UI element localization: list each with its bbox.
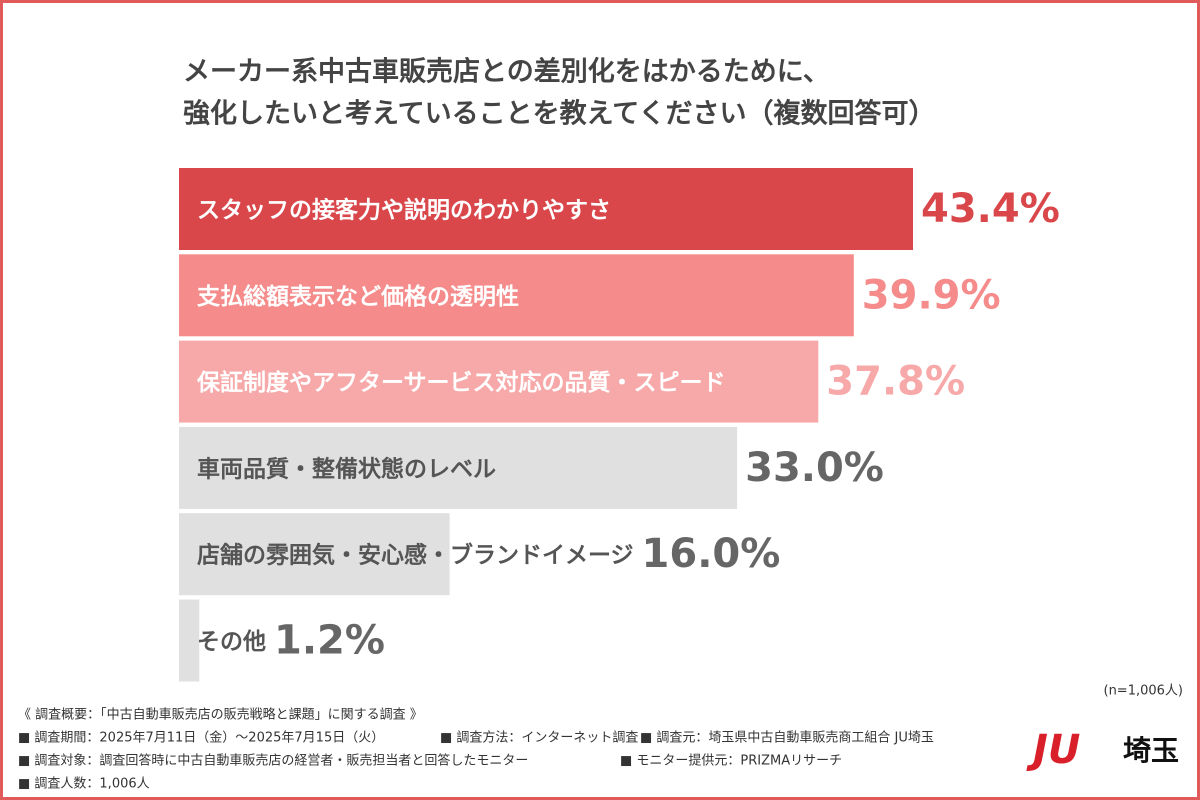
chart-title: メーカー系中古車販売店との差別化をはかるために、 xyxy=(183,56,830,88)
sample-note: (n=1,006人) xyxy=(1104,684,1184,699)
logo-mark: JU xyxy=(1026,727,1080,773)
note-heading: 《 調査概要：「中古自動車販売店の販売戦略と課題」に関する調査 》 xyxy=(18,707,423,723)
value-label: 37.8% xyxy=(826,359,965,405)
value-label: 43.4% xyxy=(921,186,1060,232)
logo-text: 埼玉 xyxy=(1123,734,1179,767)
value-label: 16.0% xyxy=(642,531,781,577)
note-item: ■ 調査対象：調査回答時に中古自動車販売店の経営者・販売担当者と回答したモニター xyxy=(18,753,528,769)
bar xyxy=(179,168,913,250)
category-label: 保証制度やアフターサービス対応の品質・スピード xyxy=(196,369,726,396)
bar xyxy=(179,426,738,509)
category-label: 支払総額表示など価格の透明性 xyxy=(196,283,519,310)
note-item: ■ 調査方法：インターネット調査 xyxy=(440,730,638,746)
bar xyxy=(179,513,450,596)
category-label: その他 xyxy=(197,629,266,655)
chart: メーカー系中古車販売店との差別化をはかるために、 強化したいと考えていることを教… xyxy=(18,56,1184,792)
value-label: 1.2% xyxy=(274,618,385,664)
value-label: 39.9% xyxy=(862,272,1001,318)
note-item: ■ 調査人数：1,006人 xyxy=(18,777,150,792)
note-item: ■ 調査期間：2025年7月11日（金）〜2025年7月15日（火） xyxy=(18,730,384,746)
note-item: ■ モニター提供元：PRIZMAリサーチ xyxy=(620,753,842,769)
value-label: 33.0% xyxy=(745,445,884,491)
note-item: ■ 調査元：埼玉県中古自動車販売商工組合 JU埼玉 xyxy=(640,730,934,746)
category-label: 店舗の雰囲気・安心感・ブランドイメージ xyxy=(197,542,634,569)
category-label: スタッフの接客力や説明のわかりやすさ xyxy=(197,197,611,224)
bar xyxy=(179,254,854,337)
logo: JU 埼玉 xyxy=(1026,727,1179,773)
bar xyxy=(179,599,200,682)
category-label: 車両品質・整備状態のレベル xyxy=(197,455,496,482)
chart-title: 強化したいと考えていることを教えてください（複数回答可） xyxy=(183,98,936,130)
bar xyxy=(179,340,819,423)
